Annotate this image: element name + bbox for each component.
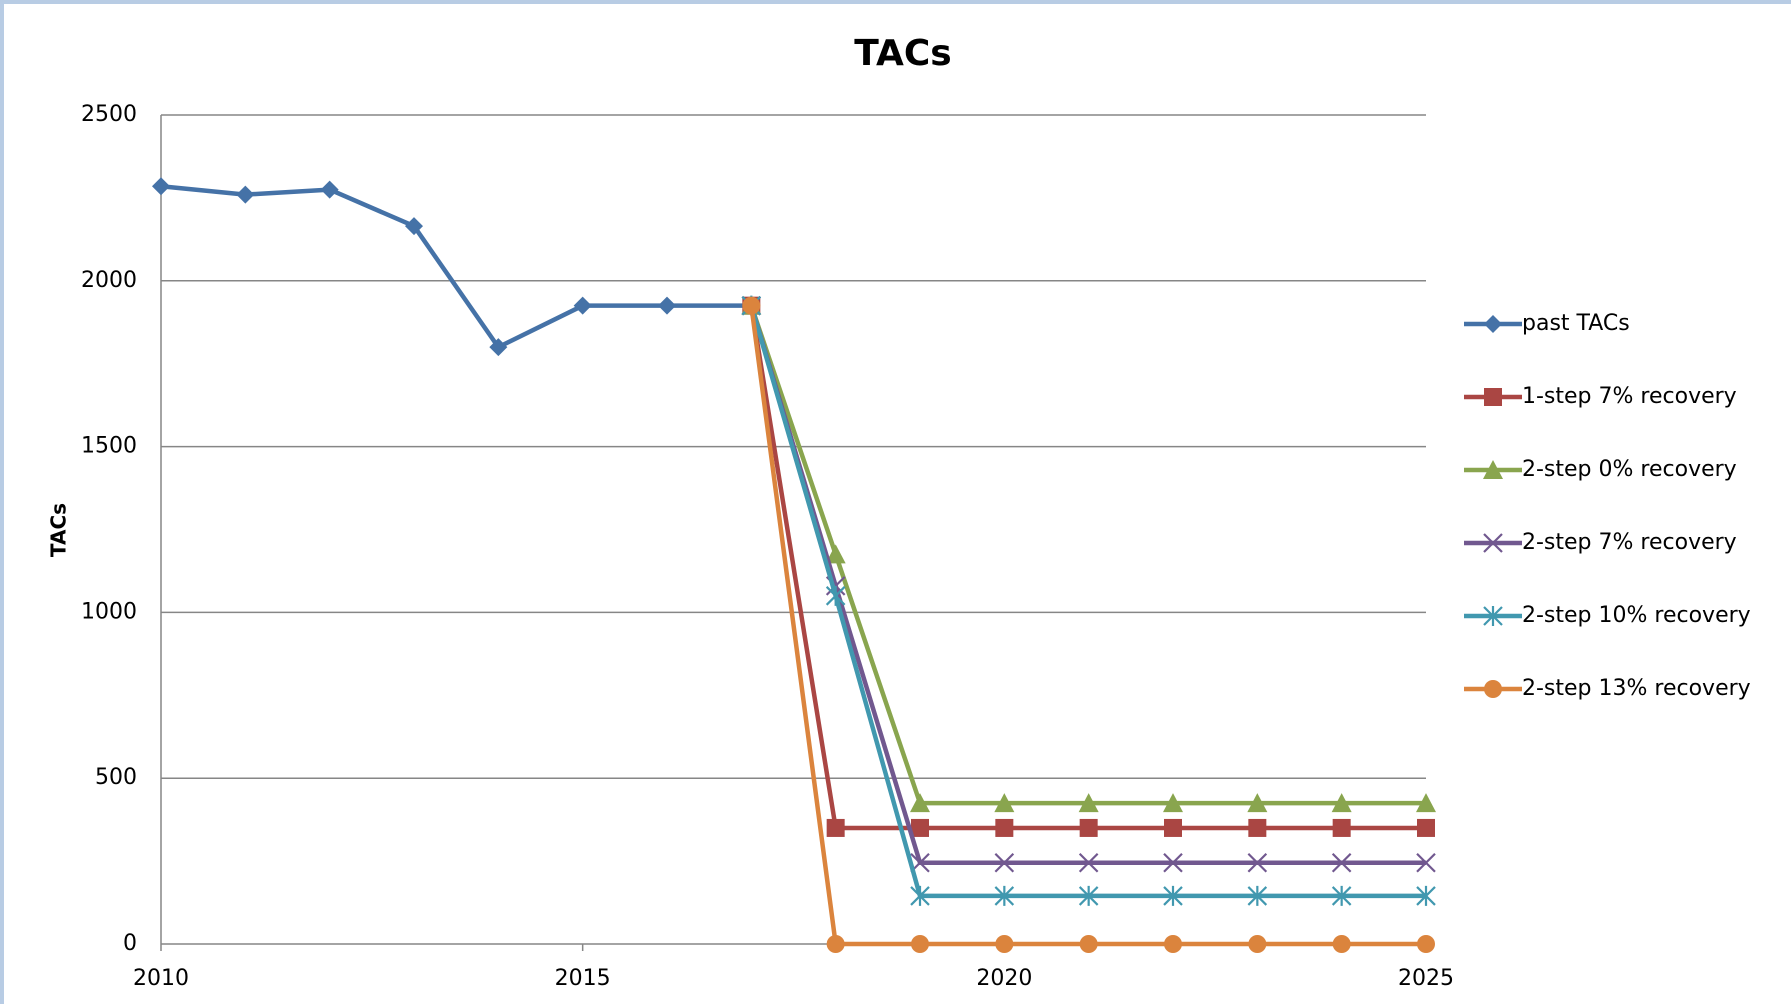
marker: [995, 935, 1014, 953]
legend-label: 2-step 0% recovery: [1522, 457, 1737, 482]
marker: [1078, 852, 1099, 873]
marker: [236, 185, 255, 204]
marker: [1247, 852, 1268, 873]
marker: [826, 935, 845, 953]
y-tick-label: 500: [95, 765, 137, 790]
marker: [1331, 885, 1352, 906]
marker: [1416, 793, 1436, 813]
marker: [1163, 852, 1183, 873]
marker: [995, 818, 1014, 837]
series-line: [160, 184, 752, 350]
marker: [1079, 818, 1098, 837]
legend-label: past TACs: [1522, 311, 1630, 336]
y-tick-label: 1000: [81, 599, 137, 624]
series-line: [749, 305, 1426, 831]
marker: [1484, 388, 1502, 406]
marker: [1484, 315, 1502, 333]
marker: [1483, 533, 1503, 553]
y-tick-label: 2000: [81, 268, 137, 293]
marker: [1248, 818, 1267, 837]
marker: [911, 935, 929, 953]
marker: [1483, 460, 1503, 479]
marker: [1248, 935, 1267, 953]
marker: [1163, 793, 1183, 813]
legend-label: 2-step 13% recovery: [1522, 676, 1751, 701]
marker: [152, 177, 170, 196]
x-tick-label: 2015: [555, 966, 611, 991]
marker: [1332, 818, 1351, 837]
marker: [1164, 935, 1182, 953]
marker: [405, 217, 423, 236]
legend-label: 2-step 7% recovery: [1522, 530, 1737, 555]
marker: [1331, 793, 1352, 813]
marker: [994, 852, 1015, 873]
marker: [994, 793, 1015, 813]
marker: [489, 338, 508, 357]
y-tick-label: 2500: [81, 102, 137, 127]
marker: [825, 544, 846, 564]
marker: [1247, 885, 1268, 906]
marker: [1483, 606, 1503, 626]
chart-title: TACs: [854, 33, 951, 74]
marker: [658, 296, 676, 315]
marker: [1078, 885, 1099, 906]
marker: [1417, 818, 1435, 837]
y-axis-title: TACs: [47, 503, 71, 557]
series-line: [749, 304, 1426, 806]
marker: [825, 585, 846, 606]
y-tick-label: 1500: [81, 434, 137, 459]
legend-label: 1-step 7% recovery: [1522, 384, 1737, 409]
marker: [910, 885, 930, 906]
marker: [320, 180, 339, 199]
marker: [1247, 793, 1268, 813]
x-tick-label: 2025: [1398, 966, 1454, 991]
marker: [1164, 818, 1182, 837]
marker: [1163, 885, 1183, 906]
marker: [1484, 680, 1502, 698]
legend-label: 2-step 10% recovery: [1522, 603, 1751, 628]
marker: [1332, 935, 1351, 953]
marker: [1416, 852, 1436, 873]
marker: [826, 818, 845, 837]
x-tick-label: 2010: [133, 966, 189, 991]
marker: [1417, 935, 1435, 953]
marker: [911, 818, 929, 837]
marker: [994, 885, 1015, 906]
marker: [910, 793, 930, 813]
marker: [1331, 852, 1352, 873]
x-tick-label: 2020: [976, 966, 1032, 991]
marker: [1416, 885, 1436, 906]
marker: [1078, 793, 1099, 813]
series-line: [749, 305, 1426, 947]
series-line: [749, 305, 1426, 866]
marker: [573, 296, 592, 315]
y-tick-label: 0: [123, 931, 137, 956]
marker: [742, 296, 761, 315]
marker: [1079, 935, 1098, 953]
